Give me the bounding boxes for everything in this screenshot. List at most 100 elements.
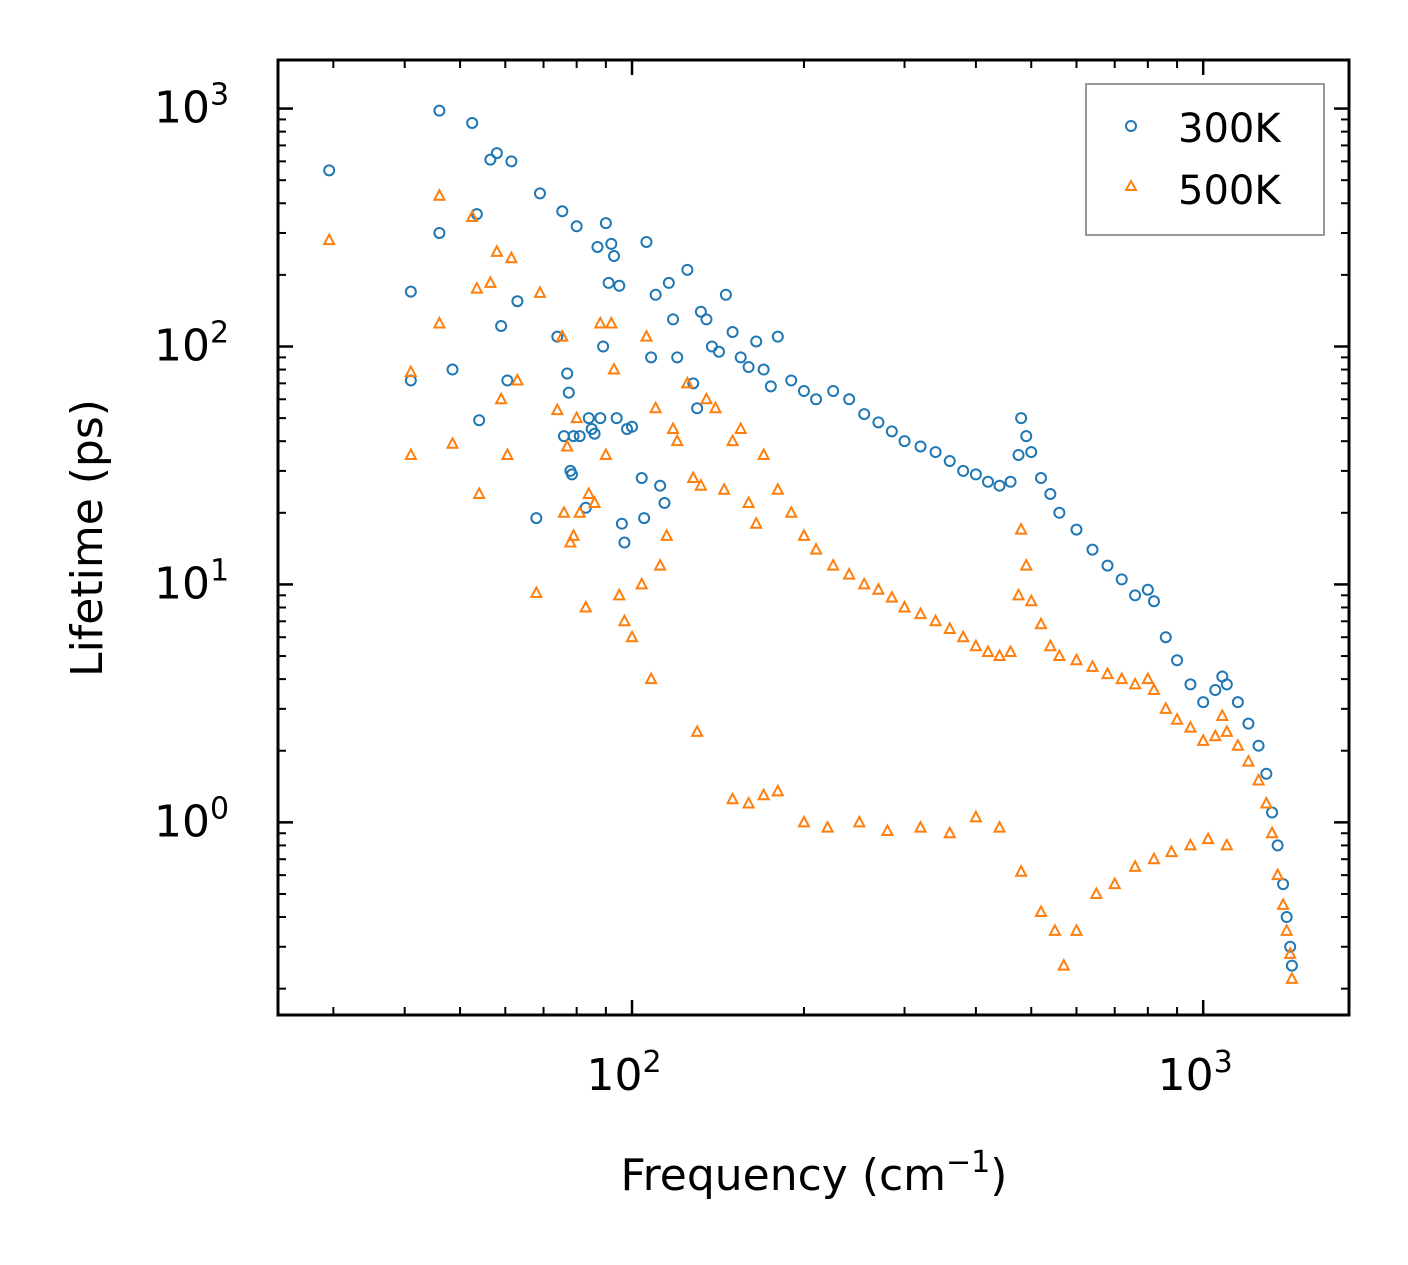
point-300k xyxy=(771,330,784,343)
point-500k xyxy=(1141,671,1155,685)
point-300k xyxy=(446,363,459,376)
point-300k xyxy=(613,279,626,292)
point-300k xyxy=(1284,940,1297,953)
point-500k xyxy=(1048,923,1062,936)
point-500k xyxy=(570,410,584,424)
point-300k xyxy=(957,464,970,477)
point-500k xyxy=(725,433,740,447)
point-300k xyxy=(565,468,578,481)
point-300k xyxy=(570,220,583,233)
point-300k xyxy=(1025,446,1038,459)
point-500k xyxy=(686,470,700,484)
plot-frame xyxy=(276,58,1351,1017)
tick-labels: 102 103 100 101 102 103 xyxy=(154,78,1233,1101)
point-300k xyxy=(533,187,546,200)
point-300k xyxy=(649,288,662,301)
point-500k xyxy=(1196,733,1210,746)
point-300k xyxy=(602,276,615,289)
point-500k xyxy=(809,542,823,555)
point-500k xyxy=(432,315,447,329)
point-300k xyxy=(1086,543,1099,556)
point-300k xyxy=(618,536,631,549)
point-500k xyxy=(734,421,748,435)
point-500k xyxy=(969,638,983,652)
point-500k xyxy=(445,436,460,449)
point-300k xyxy=(501,374,514,387)
point-300k xyxy=(757,363,770,376)
point-300k xyxy=(591,240,604,253)
point-300k xyxy=(1004,475,1017,488)
point-500k xyxy=(563,534,578,548)
point-300k xyxy=(635,472,648,485)
point-500k xyxy=(981,644,995,657)
y-tick-label: 103 xyxy=(154,78,229,134)
point-500k xyxy=(510,372,525,386)
point-300k xyxy=(658,496,671,509)
legend-box xyxy=(1085,83,1325,236)
point-300k xyxy=(608,250,621,263)
y-tick-label: 100 xyxy=(154,791,229,847)
point-300k xyxy=(797,385,810,398)
point-500k xyxy=(784,505,798,518)
point-500k xyxy=(1208,728,1222,742)
point-500k xyxy=(1128,859,1142,872)
point-300k xyxy=(1171,654,1184,667)
point-300k xyxy=(691,402,704,415)
point-300k xyxy=(1020,430,1033,443)
point-300k xyxy=(638,512,651,525)
point-500k xyxy=(842,566,856,580)
point-500k xyxy=(885,589,899,603)
point-500k xyxy=(500,447,515,460)
point-300k xyxy=(764,380,777,393)
point-500k xyxy=(741,495,756,508)
point-500k xyxy=(1034,904,1048,917)
point-500k xyxy=(708,400,723,414)
point-300k xyxy=(433,226,446,239)
point-500k xyxy=(992,648,1007,662)
point-300k xyxy=(645,351,658,364)
point-500k xyxy=(913,606,928,620)
point-500k xyxy=(1159,701,1173,714)
point-500k xyxy=(1014,521,1028,535)
legend-label-300k: 300K xyxy=(1178,106,1282,152)
point-500k xyxy=(1285,971,1299,984)
point-500k xyxy=(1052,648,1067,662)
point-300k xyxy=(582,412,595,425)
point-300k xyxy=(742,361,755,374)
point-500k xyxy=(928,613,943,627)
point-500k xyxy=(1183,837,1198,851)
point-300k xyxy=(1053,506,1066,519)
point-300k xyxy=(610,412,623,425)
point-500k xyxy=(699,391,714,405)
point-500k xyxy=(1241,753,1256,767)
point-500k xyxy=(897,599,912,613)
point-300k xyxy=(597,340,610,353)
point-500k xyxy=(593,315,607,329)
point-300k xyxy=(1184,678,1197,691)
point-300k xyxy=(573,430,586,443)
point-500k xyxy=(653,557,667,571)
point-300k xyxy=(726,326,739,339)
point-500k xyxy=(880,823,895,836)
point-500k xyxy=(1147,682,1161,695)
point-500k xyxy=(432,188,447,201)
scatter-layer xyxy=(322,104,1299,984)
point-500k xyxy=(1019,557,1033,571)
point-300k xyxy=(1044,487,1057,500)
point-300k xyxy=(943,455,956,468)
point-500k xyxy=(573,505,587,518)
point-500k xyxy=(1089,886,1103,899)
point-300k xyxy=(785,374,798,387)
point-500k xyxy=(680,375,695,389)
point-500k xyxy=(1276,897,1290,910)
point-300k xyxy=(810,393,823,406)
y-tick-label: 101 xyxy=(154,553,229,609)
point-300k xyxy=(734,351,747,364)
point-500k xyxy=(1170,712,1184,725)
point-500k xyxy=(494,391,508,405)
legend-label-500k: 500K xyxy=(1178,168,1282,214)
point-300k xyxy=(599,217,612,230)
point-300k xyxy=(1260,767,1273,780)
point-500k xyxy=(1024,593,1038,607)
